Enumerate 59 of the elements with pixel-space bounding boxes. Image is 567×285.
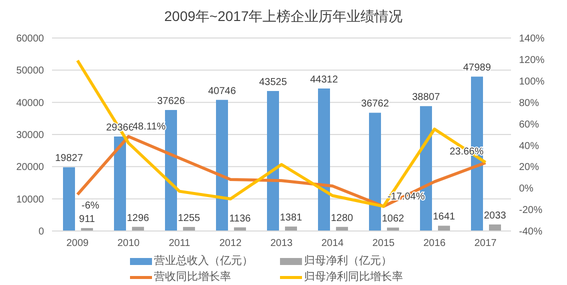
bar [267, 90, 279, 231]
bar [285, 226, 297, 231]
y-tick-label: 40000 [16, 98, 44, 109]
x-tick-label: 2011 [168, 238, 191, 250]
legend-label: 营收同比增长率 [154, 270, 231, 285]
data-label: 40746 [208, 86, 236, 97]
data-label: 1296 [126, 212, 150, 224]
data-label: 911 [79, 214, 96, 226]
chart-title: 2009年~2017年上榜企业历年业绩情况 [163, 8, 404, 26]
data-label: 1136 [229, 213, 252, 224]
y-tick-label: 0 [38, 226, 44, 238]
y-tick-label: 20000 [16, 162, 44, 174]
bar [216, 100, 228, 231]
legend-label: 归母净利（亿元） [304, 254, 392, 269]
x-tick-label: 2017 [474, 238, 498, 250]
bar [438, 226, 450, 231]
data-label: 47989 [463, 62, 492, 74]
data-label: 44312 [310, 74, 338, 86]
y-tick-label: 30000 [16, 130, 44, 142]
data-label: 43525 [259, 76, 288, 88]
y2-tick-label: 60% [519, 119, 540, 130]
x-tick-label: 2014 [321, 238, 344, 250]
x-tick-label: 2015 [372, 238, 396, 250]
x-tick-label: 2012 [219, 238, 242, 250]
legend-label: 归母净利同比增长率 [304, 270, 403, 285]
y-tick-label: 50000 [16, 66, 44, 77]
bar [489, 224, 501, 231]
data-label: 2033 [484, 210, 507, 222]
data-label: 1641 [432, 212, 456, 223]
y2-tick-label: 20% [519, 162, 540, 174]
x-tick-label: 2016 [423, 238, 446, 250]
data-label: -6% [82, 200, 100, 212]
bar [114, 136, 126, 231]
y2-tick-label: 80% [519, 98, 540, 109]
data-label: 1381 [280, 212, 303, 224]
y2-tick-label: -40% [519, 226, 542, 238]
data-label: 1280 [330, 212, 354, 224]
data-label: 1062 [382, 214, 405, 225]
y2-tick-label: 140% [519, 34, 545, 45]
bar [63, 167, 75, 231]
data-label: 19827 [55, 153, 84, 164]
x-tick-label: 2009 [66, 238, 90, 250]
data-label: 1255 [178, 212, 201, 224]
data-label: 36762 [361, 98, 390, 110]
bar [369, 112, 381, 231]
x-tick-label: 2013 [270, 238, 294, 250]
y2-tick-label: -20% [519, 205, 542, 216]
y2-tick-label: 40% [519, 140, 540, 152]
data-label: 37626 [157, 96, 186, 107]
y2-tick-label: 100% [519, 76, 545, 88]
y2-tick-label: 120% [519, 54, 545, 66]
y2-tick-label: 0% [519, 184, 534, 195]
y-tick-label: 60000 [16, 34, 44, 45]
data-label: 38807 [412, 92, 440, 104]
y-tick-label: 10000 [16, 194, 44, 206]
bar [165, 110, 177, 231]
bar [318, 88, 330, 231]
x-tick-label: 2010 [117, 238, 140, 250]
legend-label: 营业总收入（亿元） [154, 254, 253, 269]
